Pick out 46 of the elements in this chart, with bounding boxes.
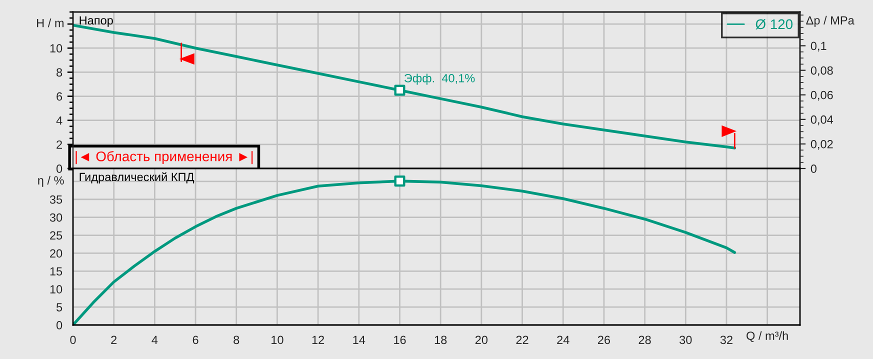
x-tick-label: 28: [638, 336, 651, 344]
y-tick-label: 0: [56, 321, 62, 330]
annotation: Гидравлический КПД: [80, 172, 194, 184]
x-tick-label: 2: [111, 336, 117, 344]
y2-tick-label: 0: [810, 164, 817, 173]
annotation: |◄ Область применения ►|: [76, 150, 253, 164]
y2-tick-label: 0,06: [810, 90, 833, 101]
x-tick-label: 32: [720, 336, 732, 344]
x-tick-label: 26: [598, 336, 610, 344]
y-tick-label: 8: [56, 68, 62, 77]
y2-tick-label: 0,02: [810, 140, 833, 150]
y-tick-label: 6: [56, 92, 62, 101]
x-tick-label: 16: [394, 336, 406, 344]
x-tick-label: 20: [475, 336, 488, 344]
x-axis-title: Q / m³/h: [746, 331, 788, 342]
y-tick-label: 35: [50, 195, 62, 204]
y-axis-title: H / m: [37, 18, 64, 28]
y-tick-label: 2: [56, 140, 62, 149]
y-tick-label: 0: [56, 164, 62, 173]
y-tick-label: 15: [50, 267, 62, 276]
y-tick-label: 5: [56, 303, 62, 312]
x-tick-label: 10: [272, 336, 284, 344]
x-tick-label: 30: [680, 336, 692, 344]
x-tick-label: 8: [234, 336, 240, 344]
y2-tick-label: 0,1: [810, 42, 826, 52]
x-tick-label: 24: [557, 336, 570, 344]
y2-tick-label: 0,04: [810, 115, 834, 126]
x-tick-label: 12: [312, 336, 324, 344]
y-tick-label: 10: [50, 285, 62, 294]
legend-label: Ø 120: [756, 19, 793, 30]
x-tick-label: 6: [192, 336, 198, 344]
annotation: Напор: [80, 16, 113, 27]
y-tick-label: 10: [50, 44, 62, 53]
y-axis-title: η / %: [38, 176, 64, 187]
x-tick-label: 0: [70, 336, 76, 344]
x-tick-label: 18: [434, 336, 447, 344]
y-tick-label: 25: [50, 231, 62, 240]
x-tick-label: 14: [353, 336, 366, 344]
annotation: Эфф. 40,1%: [404, 74, 475, 85]
y2-axis-title: Δp / MPa: [806, 16, 854, 27]
y-tick-label: 4: [56, 116, 62, 125]
x-tick-label: 22: [516, 336, 528, 344]
y-tick-label: 20: [50, 249, 62, 258]
y2-tick-label: 0,08: [810, 66, 833, 76]
x-tick-label: 4: [152, 336, 158, 344]
y-tick-label: 30: [50, 213, 62, 222]
